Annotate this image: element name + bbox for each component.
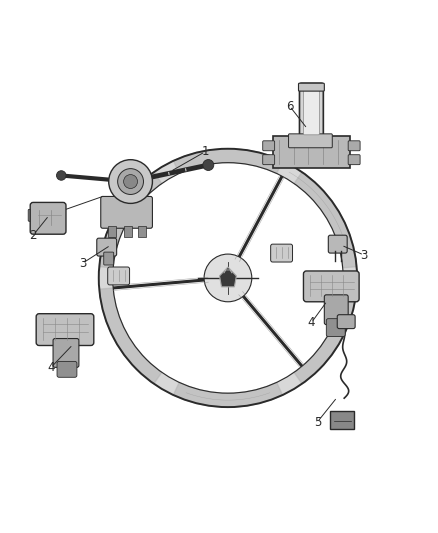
Polygon shape — [173, 149, 283, 173]
Circle shape — [204, 254, 252, 302]
Polygon shape — [99, 288, 162, 384]
FancyBboxPatch shape — [289, 134, 332, 148]
FancyBboxPatch shape — [30, 203, 66, 234]
FancyBboxPatch shape — [298, 83, 324, 91]
Polygon shape — [99, 172, 162, 268]
FancyBboxPatch shape — [324, 295, 348, 325]
FancyBboxPatch shape — [271, 244, 293, 262]
FancyBboxPatch shape — [108, 267, 130, 285]
Text: 4: 4 — [47, 361, 55, 374]
Polygon shape — [294, 172, 357, 268]
FancyBboxPatch shape — [304, 86, 319, 135]
FancyBboxPatch shape — [53, 338, 79, 367]
Circle shape — [109, 160, 152, 204]
Circle shape — [118, 168, 144, 195]
FancyBboxPatch shape — [348, 155, 360, 165]
FancyBboxPatch shape — [348, 141, 360, 151]
FancyBboxPatch shape — [101, 197, 152, 228]
FancyBboxPatch shape — [97, 238, 117, 256]
FancyBboxPatch shape — [36, 314, 94, 345]
FancyBboxPatch shape — [304, 271, 359, 302]
FancyBboxPatch shape — [28, 209, 37, 221]
Circle shape — [57, 171, 66, 180]
FancyBboxPatch shape — [124, 226, 132, 237]
Text: 6: 6 — [286, 100, 293, 112]
FancyBboxPatch shape — [326, 319, 345, 336]
Text: 3: 3 — [360, 248, 368, 262]
Polygon shape — [99, 149, 357, 407]
FancyBboxPatch shape — [57, 361, 77, 377]
FancyBboxPatch shape — [273, 136, 350, 168]
Polygon shape — [173, 382, 283, 407]
FancyBboxPatch shape — [104, 252, 114, 265]
Circle shape — [203, 159, 214, 171]
FancyBboxPatch shape — [108, 226, 116, 237]
FancyBboxPatch shape — [337, 314, 355, 329]
Polygon shape — [219, 267, 237, 287]
Text: 3: 3 — [79, 256, 87, 270]
Circle shape — [124, 175, 138, 189]
FancyBboxPatch shape — [138, 226, 146, 237]
FancyBboxPatch shape — [263, 155, 275, 165]
Text: 5: 5 — [314, 416, 321, 429]
Polygon shape — [294, 288, 357, 384]
Text: 1: 1 — [201, 145, 209, 158]
Text: 2: 2 — [29, 229, 37, 241]
FancyBboxPatch shape — [328, 235, 347, 253]
Text: 4: 4 — [307, 316, 315, 329]
FancyBboxPatch shape — [330, 411, 354, 429]
FancyBboxPatch shape — [300, 83, 323, 139]
FancyBboxPatch shape — [263, 141, 275, 151]
